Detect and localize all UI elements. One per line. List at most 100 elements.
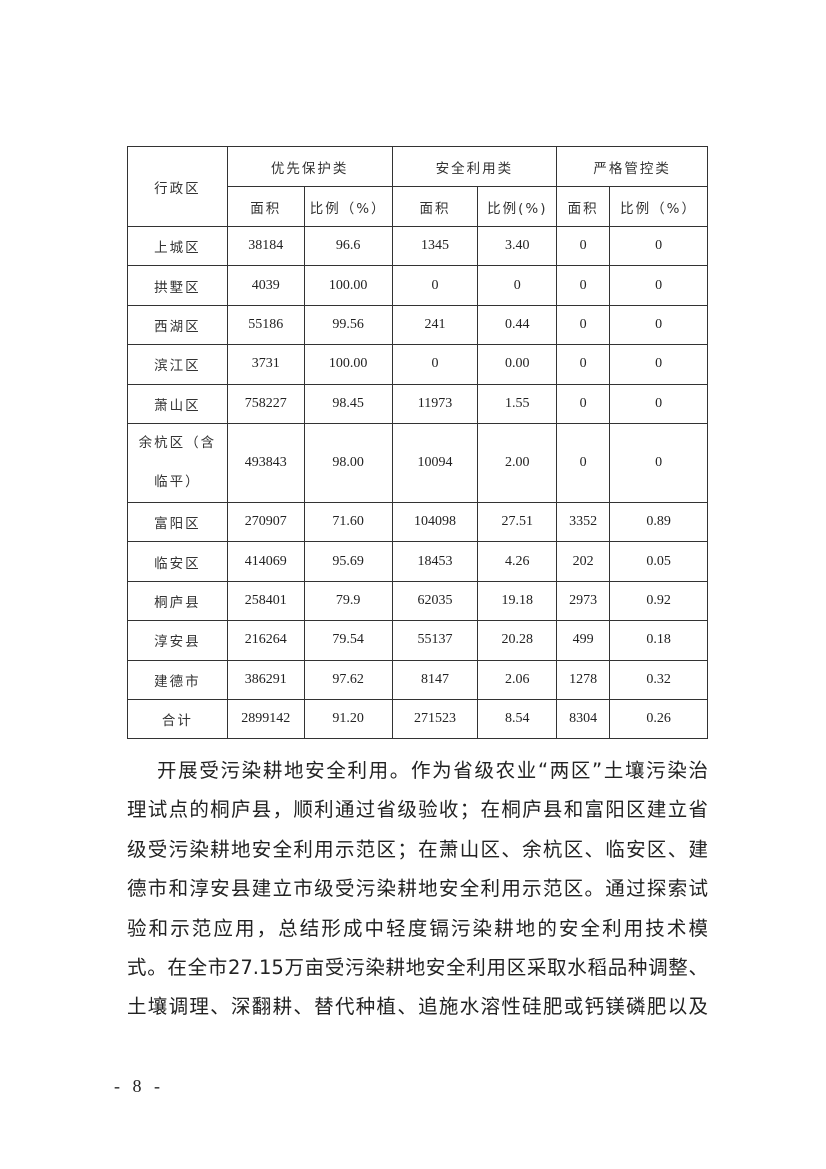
region-name: 上城区 xyxy=(127,225,228,267)
table-cell: 79.54 xyxy=(303,620,393,661)
table-cell: 3352 xyxy=(556,501,611,543)
table-cell: 493843 xyxy=(226,422,305,503)
region-name: 合计 xyxy=(127,698,228,740)
table-cell: 202 xyxy=(556,541,611,582)
table-cell: 758227 xyxy=(226,383,305,424)
table-row: 余杭区（含临平） 493843 98.00 10094 2.00 0 0 xyxy=(127,422,708,503)
paragraph-line: 德市和淳安县建立市级受污染耕地安全利用示范区。通过探索试 xyxy=(127,877,708,901)
table-row: 上城区 38184 96.6 1345 3.40 0 0 xyxy=(127,225,708,267)
table-cell: 0 xyxy=(609,304,708,346)
table-cell: 216264 xyxy=(226,620,305,661)
region-name: 拱墅区 xyxy=(127,265,228,306)
table-cell: 2973 xyxy=(556,580,611,622)
page-number: - 8 - xyxy=(114,1076,164,1096)
table-cell: 62035 xyxy=(391,580,479,622)
table-row: 桐庐县 258401 79.9 62035 19.18 2973 0.92 xyxy=(127,580,708,622)
table-cell: 0 xyxy=(391,265,479,306)
table-row: 建德市 386291 97.62 8147 2.06 1278 0.32 xyxy=(127,659,708,700)
table-cell: 55137 xyxy=(391,620,479,661)
table-cell: 1278 xyxy=(556,659,611,700)
region-name: 余杭区（含临平） xyxy=(127,422,228,503)
table-cell: 0 xyxy=(609,344,708,385)
table-cell: 0 xyxy=(556,383,611,424)
region-name: 淳安县 xyxy=(127,620,228,661)
table-cell: 8304 xyxy=(556,698,611,740)
table-cell: 20.28 xyxy=(477,620,558,661)
table-cell: 8.54 xyxy=(477,698,558,740)
table-cell: 8147 xyxy=(391,659,479,700)
table-cell: 386291 xyxy=(226,659,305,700)
table-cell: 0 xyxy=(391,344,479,385)
table-cell: 0.18 xyxy=(609,620,708,661)
table-cell: 0 xyxy=(477,265,558,306)
subheader-area: 面积 xyxy=(226,186,305,227)
table-row: 临安区 414069 95.69 18453 4.26 202 0.05 xyxy=(127,541,708,582)
table-cell: 79.9 xyxy=(303,580,393,622)
paragraph-line: 土壤调理、深翻耕、替代种植、追施水溶性硅肥或钙镁磷肥以及 xyxy=(127,995,708,1019)
paragraph-line: 式。在全市27.15万亩受污染耕地安全利用区采取水稻品种调整、 xyxy=(127,955,708,979)
table-row: 拱墅区 4039 100.00 0 0 0 0 xyxy=(127,265,708,306)
table-cell: 0.92 xyxy=(609,580,708,622)
table-cell: 270907 xyxy=(226,501,305,543)
table-cell: 0 xyxy=(556,422,611,503)
table-cell: 0 xyxy=(609,383,708,424)
paragraph-line: 级受污染耕地安全利用示范区；在萧山区、余杭区、临安区、建 xyxy=(127,837,708,861)
table-cell: 414069 xyxy=(226,541,305,582)
table-row: 滨江区 3731 100.00 0 0.00 0 0 xyxy=(127,344,708,385)
table-cell: 0.89 xyxy=(609,501,708,543)
table-cell: 0 xyxy=(556,304,611,346)
table-cell: 2.00 xyxy=(477,422,558,503)
table-row: 富阳区 270907 71.60 104098 27.51 3352 0.89 xyxy=(127,501,708,543)
table-cell: 10094 xyxy=(391,422,479,503)
table-cell: 55186 xyxy=(226,304,305,346)
header-region: 行政区 xyxy=(127,146,228,227)
table-cell: 19.18 xyxy=(477,580,558,622)
table-cell: 99.56 xyxy=(303,304,393,346)
table-cell: 91.20 xyxy=(303,698,393,740)
table-cell: 499 xyxy=(556,620,611,661)
table-cell: 100.00 xyxy=(303,344,393,385)
table-cell: 0 xyxy=(609,265,708,306)
table-cell: 98.45 xyxy=(303,383,393,424)
region-name: 富阳区 xyxy=(127,501,228,543)
table-cell: 1.55 xyxy=(477,383,558,424)
table-cell: 2.06 xyxy=(477,659,558,700)
body-paragraph: 开展受污染耕地安全利用。作为省级农业“两区”土壤污染治理试点的桐庐县，顺利通过省… xyxy=(127,751,708,1027)
subheader-area: 面积 xyxy=(556,186,611,227)
table-cell: 0.32 xyxy=(609,659,708,700)
table-cell: 3731 xyxy=(226,344,305,385)
paragraph-line: 验和示范应用，总结形成中轻度镉污染耕地的安全利用技术模 xyxy=(127,916,708,940)
region-name: 建德市 xyxy=(127,659,228,700)
subheader-ratio: 比例（%） xyxy=(303,186,393,227)
table-cell: 2899142 xyxy=(226,698,305,740)
header-priority-protection: 优先保护类 xyxy=(226,146,393,187)
subheader-ratio: 比例(%) xyxy=(477,186,558,227)
table-cell: 258401 xyxy=(226,580,305,622)
table-cell: 18453 xyxy=(391,541,479,582)
region-name: 滨江区 xyxy=(127,344,228,385)
soil-classification-table: 行政区 优先保护类 安全利用类 严格管控类 面积 比例（%） 面积 比例(%) 面积 比例… xyxy=(127,146,708,740)
table-cell: 4.26 xyxy=(477,541,558,582)
paragraph-line: 理试点的桐庐县，顺利通过省级验收；在桐庐县和富阳区建立省 xyxy=(127,798,708,822)
header-strict-control: 严格管控类 xyxy=(556,146,708,187)
table-cell: 271523 xyxy=(391,698,479,740)
table-cell: 0 xyxy=(556,265,611,306)
table-cell: 0.00 xyxy=(477,344,558,385)
table-cell: 0 xyxy=(556,225,611,267)
table-cell: 71.60 xyxy=(303,501,393,543)
table-cell: 11973 xyxy=(391,383,479,424)
table-cell: 100.00 xyxy=(303,265,393,306)
table-row: 西湖区 55186 99.56 241 0.44 0 0 xyxy=(127,304,708,346)
paragraph-line: 开展受污染耕地安全利用。作为省级农业“两区”土壤污染治 xyxy=(157,759,708,782)
table-row: 合计 2899142 91.20 271523 8.54 8304 0.26 xyxy=(127,698,708,740)
table-row: 萧山区 758227 98.45 11973 1.55 0 0 xyxy=(127,383,708,424)
region-name: 西湖区 xyxy=(127,304,228,346)
table-cell: 104098 xyxy=(391,501,479,543)
table-cell: 0 xyxy=(609,422,708,503)
table-cell: 0.44 xyxy=(477,304,558,346)
table-cell: 0 xyxy=(556,344,611,385)
region-name: 桐庐县 xyxy=(127,580,228,622)
table-row: 淳安县 216264 79.54 55137 20.28 499 0.18 xyxy=(127,620,708,661)
table-cell: 97.62 xyxy=(303,659,393,700)
